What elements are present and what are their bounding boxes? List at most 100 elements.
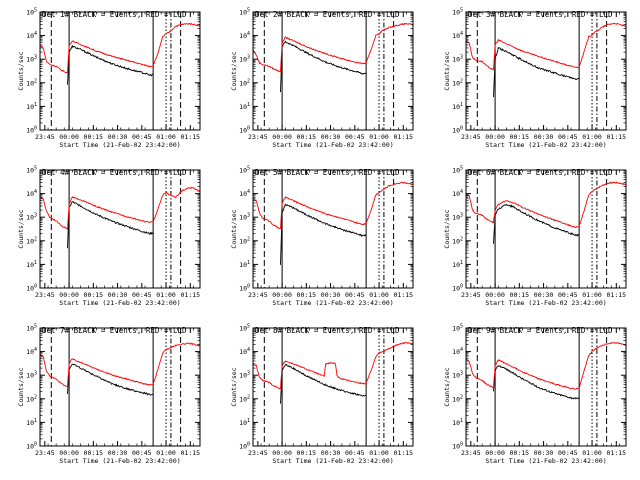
- x-tick-label: 00:00: [272, 133, 292, 141]
- y-tick-label: 105: [452, 324, 463, 333]
- y-axis-label: Counts/sec: [17, 51, 25, 90]
- x-tick-label: 01:15: [607, 449, 627, 457]
- series-events-line: [493, 46, 580, 98]
- y-tick-label: 100: [26, 126, 37, 135]
- x-tick-label: 00:00: [59, 291, 79, 299]
- panel-title: Det 1# BLACK = Events, RED = LLD: [42, 10, 187, 19]
- y-tick-label: 104: [26, 189, 37, 198]
- y-tick-label: 103: [239, 55, 250, 64]
- plot-frame: [252, 11, 414, 131]
- x-tick-label: 23:45: [461, 449, 481, 457]
- x-tick-label: 01:00: [582, 449, 602, 457]
- x-tick-label: 00:30: [321, 449, 341, 457]
- y-tick-label: 104: [239, 189, 250, 198]
- y-tick-label: 102: [26, 78, 37, 87]
- x-tick-label: 01:15: [394, 291, 414, 299]
- y-tick-label: 105: [452, 8, 463, 17]
- x-tick-label: 23:45: [248, 449, 268, 457]
- x-tick-label: 00:30: [321, 291, 341, 299]
- x-tick-label: 23:45: [461, 133, 481, 141]
- x-tick-label: 23:45: [461, 291, 481, 299]
- y-tick-label: 102: [452, 78, 463, 87]
- x-tick-label: 01:15: [181, 291, 201, 299]
- x-tick-label: 00:45: [132, 291, 152, 299]
- series-events-line: [280, 40, 367, 93]
- x-tick-label: 00:15: [297, 133, 317, 141]
- y-tick-label: 102: [239, 394, 250, 403]
- y-tick-label: 101: [239, 418, 250, 427]
- y-tick-label: 105: [239, 166, 250, 175]
- series-lld-line: [252, 22, 414, 73]
- panel-title: Det 6# BLACK = Events, RED = LLD: [468, 168, 613, 177]
- x-tick-label: 01:15: [607, 133, 627, 141]
- y-tick-label: 102: [26, 236, 37, 245]
- y-tick-label: 105: [26, 324, 37, 333]
- y-tick-label: 101: [26, 102, 37, 111]
- x-tick-label: 00:30: [108, 291, 128, 299]
- y-tick-label: 100: [26, 284, 37, 293]
- x-tick-label: 00:45: [345, 291, 365, 299]
- y-tick-label: 103: [239, 213, 250, 222]
- y-tick-label: 104: [452, 347, 463, 356]
- x-tick-label: 00:45: [345, 449, 365, 457]
- panel-det-5: Det 5# BLACK = Events, RED = LLD 100 101 10…: [230, 166, 414, 307]
- panel-title: Det 8# BLACK = Events, RED = LLD: [255, 326, 400, 335]
- y-tick-label: 102: [239, 78, 250, 87]
- y-axis-label: Counts/sec: [443, 367, 451, 406]
- plot-frame: [465, 11, 627, 131]
- y-tick-label: 103: [452, 213, 463, 222]
- x-axis-label: Start Time (21-Feb-02 23:42:00): [59, 299, 180, 307]
- x-axis-label: Start Time (21-Feb-02 23:42:00): [272, 141, 393, 149]
- plot-frame: [252, 169, 414, 289]
- series-lld-line: [252, 341, 414, 390]
- y-tick-label: 101: [452, 260, 463, 269]
- x-tick-label: 01:00: [369, 449, 389, 457]
- x-axis-label: Start Time (21-Feb-02 23:42:00): [59, 457, 180, 465]
- plot-frame: [465, 327, 627, 447]
- x-axis-label: Start Time (21-Feb-02 23:42:00): [485, 457, 606, 465]
- y-tick-label: 101: [26, 260, 37, 269]
- x-tick-label: 23:45: [35, 291, 55, 299]
- x-tick-label: 00:00: [272, 449, 292, 457]
- x-tick-label: 00:15: [297, 449, 317, 457]
- y-axis-label: Counts/sec: [443, 51, 451, 90]
- y-axis-label: Counts/sec: [17, 209, 25, 248]
- x-tick-label: 00:00: [59, 133, 79, 141]
- x-tick-label: 00:15: [84, 133, 104, 141]
- panel-title: Det 4# BLACK = Events, RED = LLD: [42, 168, 187, 177]
- x-tick-label: 23:45: [248, 291, 268, 299]
- y-tick-label: 105: [239, 8, 250, 17]
- panel-det-3: Det 3# BLACK = Events, RED = LLD 100 101 10…: [443, 8, 627, 149]
- y-tick-label: 101: [26, 418, 37, 427]
- x-tick-label: 00:00: [485, 449, 505, 457]
- x-tick-label: 00:45: [132, 449, 152, 457]
- plot-frame: [252, 327, 414, 447]
- plot-frame: [465, 169, 627, 289]
- panel-title: Det 3# BLACK = Events, RED = LLD: [468, 10, 613, 19]
- series-events-line: [67, 44, 154, 85]
- panel-title: Det 5# BLACK = Events, RED = LLD: [255, 168, 400, 177]
- series-lld-line: [39, 22, 201, 74]
- panel-title: Det 9# BLACK = Events, RED = LLD: [468, 326, 613, 335]
- x-axis-label: Start Time (21-Feb-02 23:42:00): [485, 141, 606, 149]
- y-tick-label: 104: [239, 31, 250, 40]
- x-tick-label: 01:00: [582, 133, 602, 141]
- series-lld-line: [465, 341, 627, 390]
- panel-title: Det 7# BLACK = Events, RED = LLD: [42, 326, 187, 335]
- plot-frame: [39, 169, 201, 289]
- x-tick-label: 00:30: [534, 449, 554, 457]
- series-lld-line: [39, 186, 201, 231]
- x-tick-label: 00:15: [510, 291, 530, 299]
- series-lld-line: [252, 181, 413, 230]
- x-tick-label: 00:30: [108, 449, 128, 457]
- series-lld-line: [465, 22, 627, 71]
- x-tick-label: 00:00: [272, 291, 292, 299]
- x-tick-label: 00:15: [84, 291, 104, 299]
- y-tick-label: 105: [26, 166, 37, 175]
- y-tick-label: 102: [239, 236, 250, 245]
- x-tick-label: 00:30: [108, 133, 128, 141]
- series-lld-line: [39, 342, 201, 387]
- x-tick-label: 01:00: [582, 291, 602, 299]
- x-tick-label: 00:00: [485, 291, 505, 299]
